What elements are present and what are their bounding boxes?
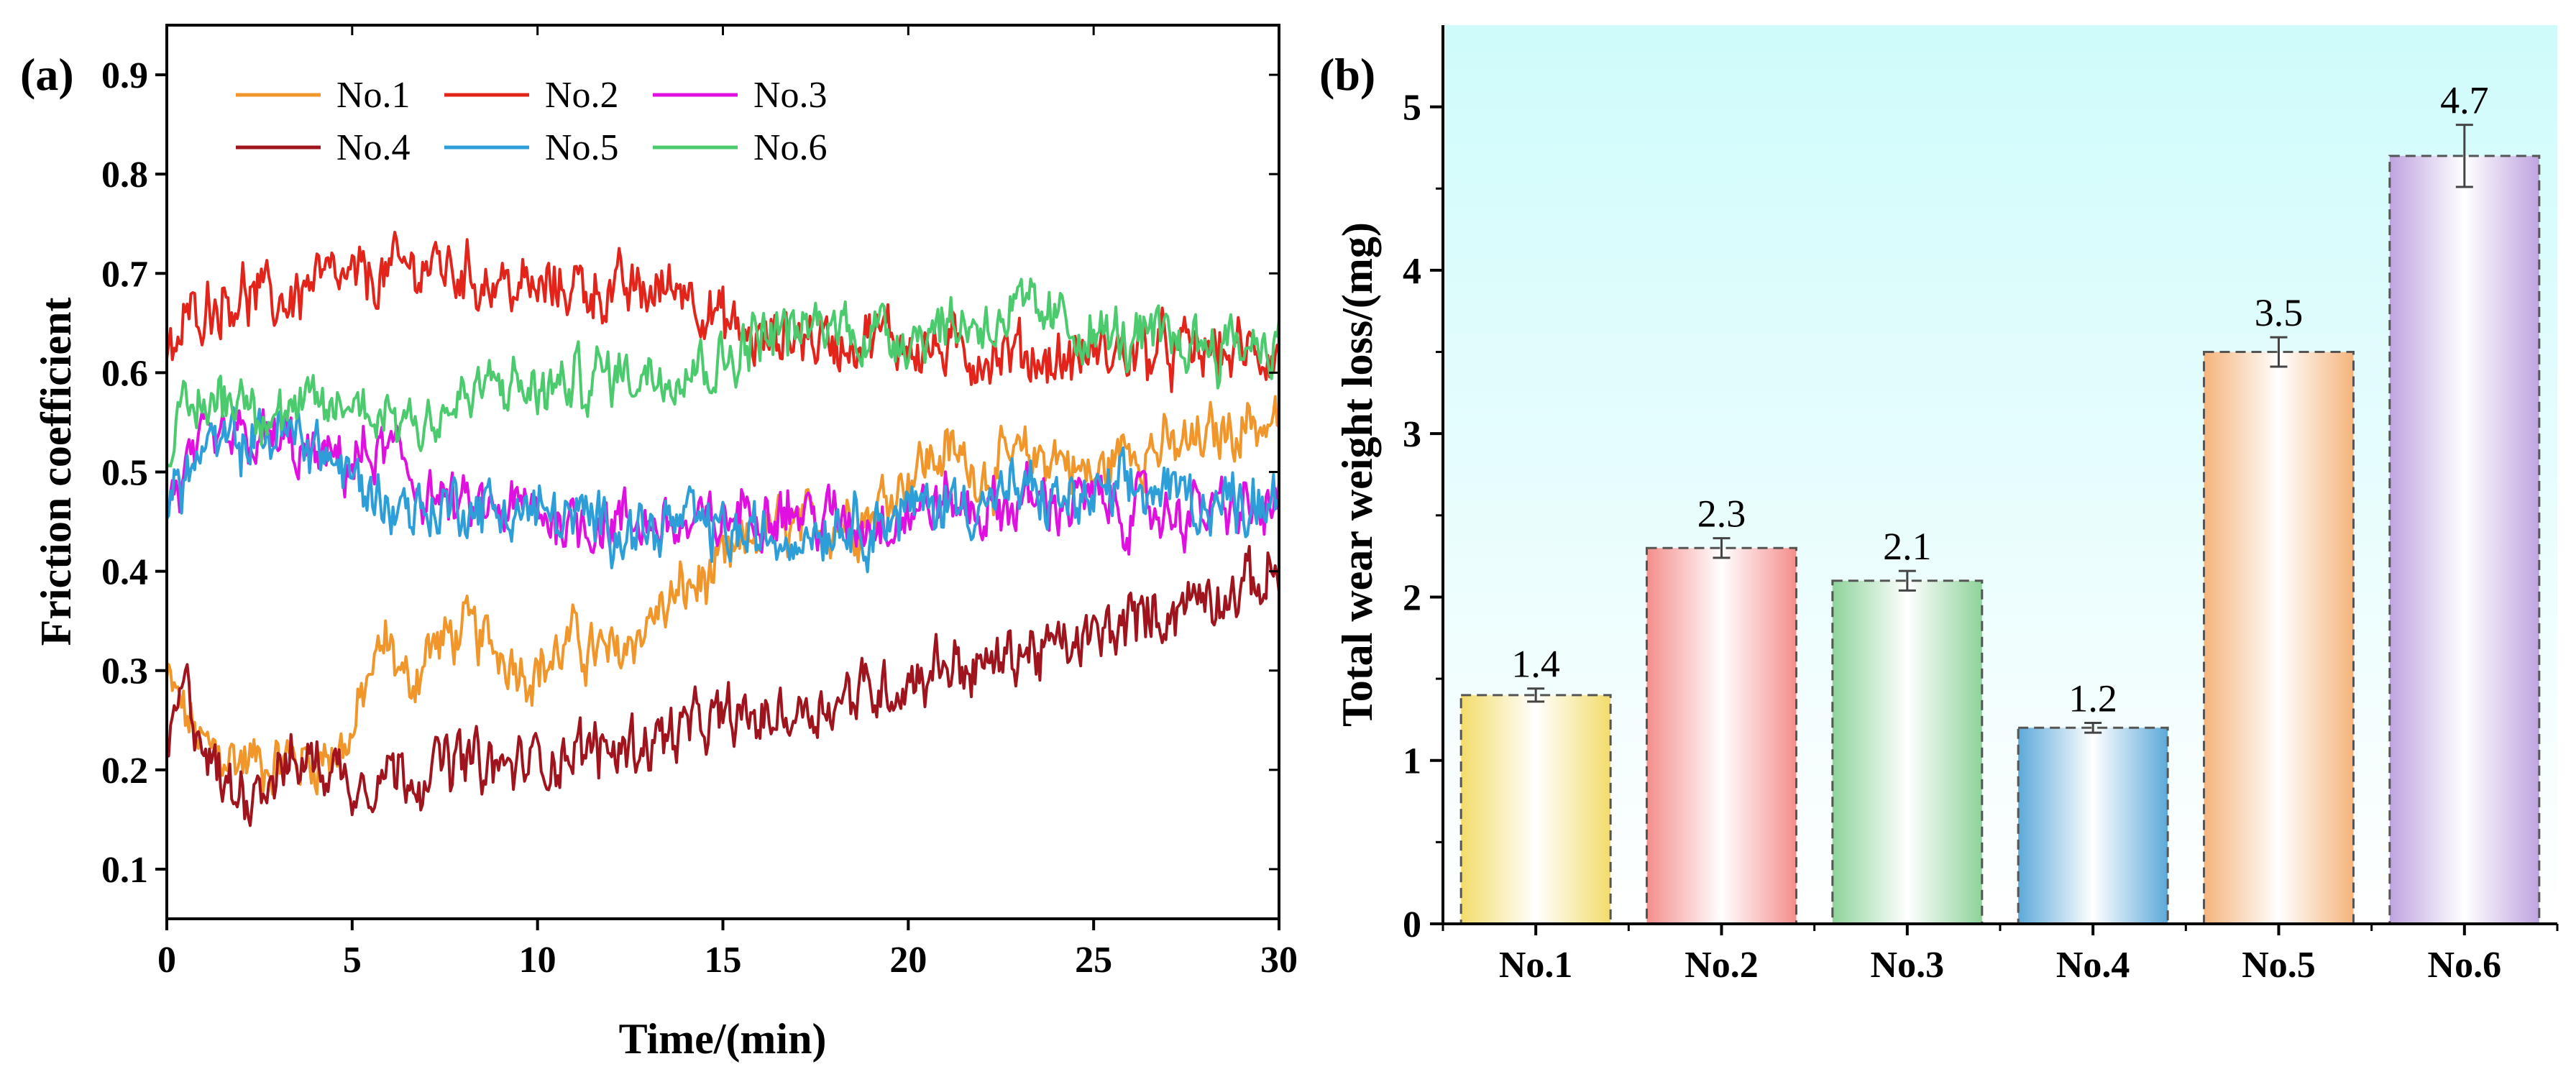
panel-b-plot-background [1443,25,2557,924]
y-tick-label: 0 [1403,904,1421,945]
y-tick-label: 0.9 [101,55,148,96]
panel-a-series-group [167,231,1279,827]
x-tick-label-no4: No.4 [2056,945,2130,986]
legend-label-no4: No.4 [336,127,411,168]
x-tick-label: 0 [157,940,176,981]
panel-a-legend: No.1 No.2 No.3 No.4 No.5 No.6 [236,75,828,168]
y-tick-label: 4 [1403,251,1421,292]
panel-b-wear-chart: 1.42.32.11.23.54.7 No.1 No.2 No.3 No.4 No.5 N… [1319,25,2559,986]
value-label-no5: 3.5 [2255,291,2304,334]
value-label-no1: 1.4 [1511,643,1560,686]
panel-a-y-axis-title: Friction coefficient [32,298,80,646]
value-label-no6: 4.7 [2440,79,2489,122]
legend-label-no6: No.6 [753,127,828,168]
legend-label-no5: No.5 [545,127,619,168]
series-line-no6 [167,278,1279,468]
y-tick-label: 0.2 [101,751,148,792]
y-tick-label: 1 [1403,741,1421,782]
panel-b-bars-group: 1.4 2.3 2.1 1.2 3.5 4.7 [1459,79,2541,925]
y-tick-label: 0.6 [101,353,148,394]
x-tick-label-no2: No.2 [1685,945,1759,986]
x-tick-label-no5: No.5 [2242,945,2316,986]
panel-b-y-axis-title: Total wear weight loss/(mg) [1334,222,1381,727]
y-tick-label: 0.3 [101,651,148,692]
x-tick-label-no3: No.3 [1871,945,1945,986]
panel-a-friction-chart: 0 5 10 15 20 25 300.10.20.30.40.50.60.70.80.9 … [20,24,1298,1063]
bar-no5 [2203,351,2355,925]
legend-label-no1: No.1 [336,75,411,116]
legend-label-no3: No.3 [753,75,828,116]
panel-b-axes: No.1 No.2 No.3 No.4 No.5 No.6 0 1 2 3 4 5 [1403,88,2559,986]
y-tick-label: 5 [1403,88,1421,129]
x-tick-label: 25 [1075,940,1112,981]
series-line-no5 [167,405,1279,574]
x-tick-label: 20 [889,940,927,981]
value-label-no4: 1.2 [2068,677,2117,720]
legend-label-no2: No.2 [545,75,619,116]
bar-no2 [1646,546,1797,925]
panel-a-label: (a) [20,49,74,100]
y-tick-label: 3 [1403,414,1421,455]
x-tick-label-no1: No.1 [1499,945,1573,986]
y-tick-label: 0.4 [101,552,148,593]
bar-no4 [2017,726,2169,925]
y-tick-label: 0.7 [101,254,148,295]
series-line-no2 [167,231,1279,393]
panel-a-axes: 0 5 10 15 20 25 30 0.1 0.2 0.3 0.4 0.5 0.6 0.7 0.8 0.9 [101,25,1298,981]
y-tick-label: 2 [1403,577,1421,618]
bar-no3 [1831,579,1984,925]
x-tick-label: 5 [343,940,362,981]
x-tick-label: 30 [1260,940,1298,981]
x-tick-label: 10 [519,940,556,981]
bar-no6 [2388,155,2541,925]
x-tick-label-no6: No.6 [2428,945,2502,986]
series-line-no1 [167,395,1279,796]
y-tick-label: 0.1 [101,850,148,891]
y-tick-label: 0.8 [101,155,148,196]
bar-no1 [1459,694,1612,925]
y-tick-label: 0.5 [101,453,148,494]
value-label-no2: 2.3 [1697,492,1746,536]
panel-b-label: (b) [1319,49,1375,100]
x-tick-label: 15 [705,940,742,981]
panel-a-x-axis-title: Time/(min) [619,1015,827,1063]
series-line-no4 [167,545,1279,827]
value-label-no3: 2.1 [1883,525,1932,568]
